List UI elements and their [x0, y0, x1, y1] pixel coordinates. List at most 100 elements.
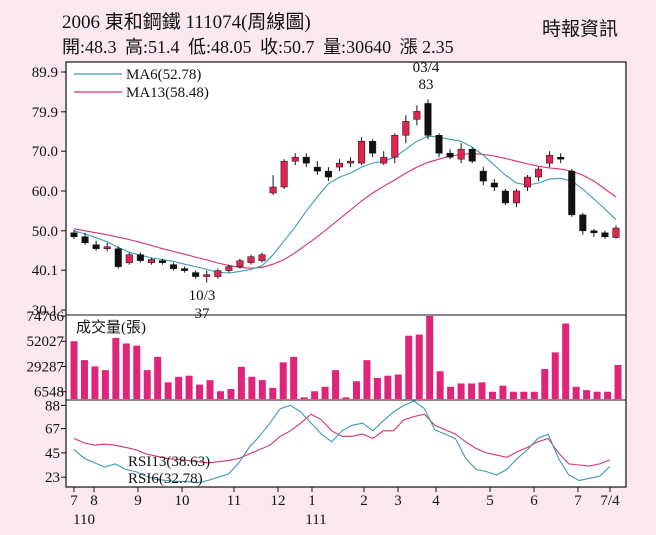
volume-tick-label: 52027 [27, 334, 65, 350]
chart-title: 2006 東和鋼鐵 111074(周線圖) [62, 12, 311, 34]
candle-body [158, 260, 166, 263]
open-value: 開:48.3 [62, 37, 117, 57]
price-tick-label: 50.0 [32, 224, 58, 240]
volume-bar [363, 360, 371, 399]
low-value: 低:48.05 [188, 37, 252, 57]
volume-bar [415, 334, 423, 399]
volume-bar [541, 369, 549, 399]
volume-bar [342, 397, 350, 399]
legend-rsi6-label: RSI6(32.78) [128, 471, 203, 487]
candle-body [512, 190, 520, 204]
candle-body [535, 168, 543, 178]
candle-body [524, 176, 532, 188]
legend-rsi13-label: RSI13(38.63) [128, 454, 210, 470]
volume-bar [300, 397, 308, 399]
volume-bar [143, 370, 151, 399]
volume-bar [175, 376, 183, 399]
rsi-tick-label: 67 [45, 422, 61, 438]
change-value: 漲 2.35 [399, 37, 454, 57]
volume-bar [530, 391, 538, 399]
candle-body [203, 274, 211, 277]
candle-body [457, 148, 465, 160]
candle-body [479, 170, 487, 182]
candle-body [369, 141, 377, 154]
price-summary: 開:48.3 高:51.4 低:48.05 收:50.7 量:30640 漲 2… [62, 36, 458, 58]
candle-body [546, 154, 554, 164]
x-month-label: 6 [530, 493, 538, 509]
volume-bar [101, 370, 109, 399]
candle-body [347, 160, 355, 164]
candle-body [380, 156, 388, 164]
x-month-label: 7 [574, 493, 582, 509]
candle-body [402, 121, 410, 136]
volume-bar [269, 387, 277, 399]
x-month-label: 12 [271, 493, 286, 509]
candle-body [247, 256, 255, 263]
volume-bar [311, 391, 319, 399]
volume-bar [405, 335, 413, 399]
candle-body [258, 254, 266, 261]
candle-body [501, 190, 509, 204]
volume-tick-label: 6548 [34, 385, 64, 401]
legend-ma6-label: MA6(52.78) [126, 67, 201, 83]
volume-bar [593, 391, 601, 399]
price-tick-label: 79.9 [32, 105, 58, 121]
source-label: 時報資訊 [541, 19, 618, 40]
legend-ma13-label: MA13(58.48) [126, 85, 209, 101]
candle-body [192, 272, 200, 277]
candle-body [490, 182, 498, 188]
volume-bar [237, 366, 245, 399]
candle-body [568, 170, 576, 216]
candle-body [181, 268, 189, 271]
volume-bar [394, 374, 402, 399]
candle-body [601, 232, 609, 238]
volume-bar [206, 380, 214, 399]
high-annotation-date: 03/4 [413, 60, 440, 76]
volume-bar [478, 382, 486, 399]
volume-bar [133, 345, 141, 399]
candle-body [170, 264, 178, 269]
rsi-tick-label: 45 [45, 446, 60, 462]
volume-label: 成交量(張) [76, 318, 146, 336]
volume-bar [154, 356, 162, 399]
rsi-panel: 88 67 45 23 RSI13(38.63)RSI6(32.78) [45, 398, 611, 487]
x-year-label: 110 [73, 512, 95, 528]
volume-bar [551, 352, 559, 399]
volume-bar [290, 356, 298, 399]
volume-bar [457, 383, 465, 399]
high-value: 高:51.4 [125, 37, 180, 57]
candle-body [358, 141, 366, 164]
candle-body [468, 148, 476, 162]
candle-body [103, 246, 111, 249]
candle-body [70, 232, 78, 238]
candle-body [590, 230, 598, 234]
volume-bar [426, 316, 434, 399]
volume-bar [185, 375, 193, 399]
chart-period: 111074(周線圖) [185, 12, 311, 33]
candle-body [236, 260, 244, 267]
volume-bar [216, 391, 224, 399]
candle-body [269, 186, 277, 194]
volume-bar [91, 366, 99, 399]
volume-bar [248, 376, 256, 399]
price-tick-label: 60.0 [32, 184, 58, 200]
stock-name: 東和鋼鐵 [104, 12, 181, 33]
candle-body [579, 214, 587, 232]
volume-bar [332, 370, 340, 399]
candle-body [612, 227, 620, 238]
volume-value: 量:30640 [323, 37, 392, 57]
candle-body [435, 135, 443, 154]
candle-body [92, 244, 100, 249]
x-month-label: 8 [90, 493, 98, 509]
plot-background [66, 62, 626, 487]
volume-bar [562, 323, 570, 399]
candle-body [413, 111, 421, 120]
x-year-label: 111 [305, 512, 326, 528]
volume-bar [70, 341, 78, 399]
volume-bar [122, 343, 130, 399]
volume-bar [583, 390, 591, 399]
volume-bar [373, 377, 381, 399]
candle-body [136, 254, 144, 261]
